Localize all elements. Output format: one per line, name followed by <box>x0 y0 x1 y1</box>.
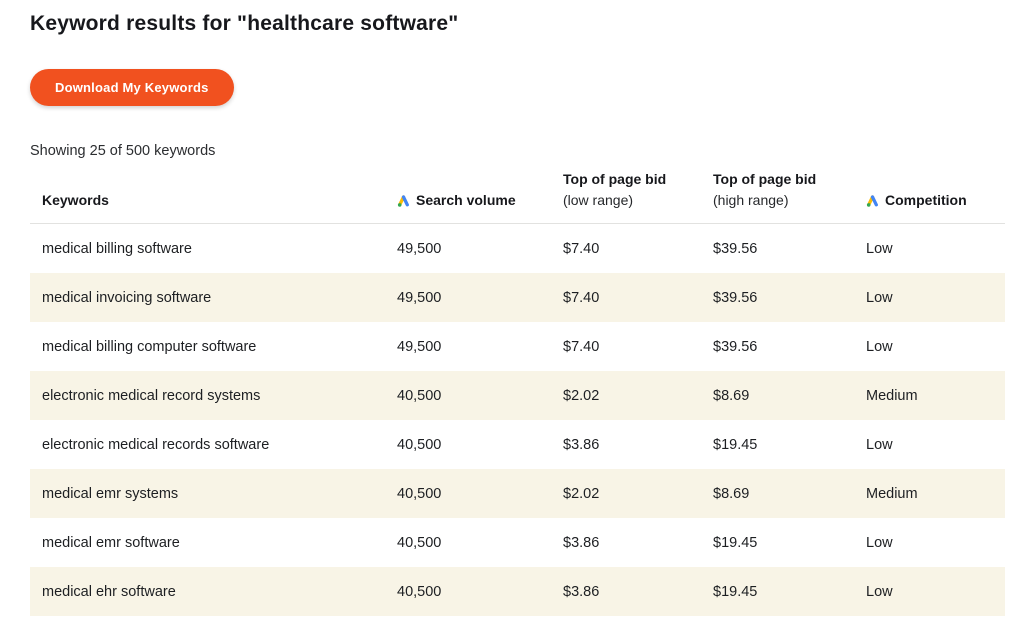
competition-cell: Low <box>866 240 893 257</box>
bid-high-cell: $8.69 <box>713 387 750 404</box>
table-row: medical invoicing software 49,500 $7.40 … <box>30 273 1005 322</box>
column-sublabel: (low range) <box>563 192 634 208</box>
keyword-cell: medical emr software <box>42 534 180 551</box>
keyword-cell: electronic medical record systems <box>42 387 261 404</box>
table-row: medical emr systems 40,500 $2.02 $8.69 M… <box>30 469 1005 518</box>
bid-low-cell: $3.86 <box>563 436 600 453</box>
bid-high-cell: $39.56 <box>713 338 758 355</box>
table-row: medical ehr software 40,500 $3.86 $19.45… <box>30 567 1005 616</box>
column-header-search-volume: Search volume <box>397 190 563 211</box>
bid-high-cell: $19.45 <box>713 534 758 551</box>
column-label: Top of page bid <box>563 171 667 187</box>
table-row: medical emr software 40,500 $3.86 $19.45… <box>30 518 1005 567</box>
competition-cell: Low <box>866 338 893 355</box>
bid-high-cell: $39.56 <box>713 289 758 306</box>
showing-count-text: Showing 25 of 500 keywords <box>30 143 216 159</box>
column-header-bid-low-range: Top of page bid (low range) <box>563 169 713 211</box>
keywords-table: Keywords Search volume Top of page bid <box>30 159 1005 616</box>
search-volume-cell: 40,500 <box>397 534 442 551</box>
search-volume-cell: 49,500 <box>397 289 442 306</box>
bid-low-cell: $7.40 <box>563 338 600 355</box>
competition-cell: Medium <box>866 387 918 404</box>
competition-cell: Low <box>866 534 893 551</box>
column-header-competition: Competition <box>866 190 1005 211</box>
keyword-cell: electronic medical records software <box>42 436 270 453</box>
google-ads-icon <box>397 194 410 207</box>
competition-cell: Medium <box>866 485 918 502</box>
bid-low-cell: $2.02 <box>563 485 600 502</box>
table-row: medical billing software 49,500 $7.40 $3… <box>30 224 1005 273</box>
search-volume-cell: 40,500 <box>397 485 442 502</box>
keyword-cell: medical ehr software <box>42 583 176 600</box>
keyword-results-page: Keyword results for "healthcare software… <box>30 12 1005 616</box>
keyword-cell: medical billing computer software <box>42 338 257 355</box>
bid-low-cell: $3.86 <box>563 534 600 551</box>
table-body: medical billing software 49,500 $7.40 $3… <box>30 224 1005 616</box>
column-sublabel: (high range) <box>713 192 789 208</box>
keyword-cell: medical invoicing software <box>42 289 212 306</box>
table-header-row: Keywords Search volume Top of page bid <box>30 159 1005 224</box>
search-volume-cell: 40,500 <box>397 436 442 453</box>
table-row: medical billing computer software 49,500… <box>30 322 1005 371</box>
table-row: electronic medical records software 40,5… <box>30 420 1005 469</box>
competition-cell: Low <box>866 583 893 600</box>
keyword-cell: medical billing software <box>42 240 192 257</box>
bid-low-cell: $7.40 <box>563 240 600 257</box>
bid-low-cell: $3.86 <box>563 583 600 600</box>
google-ads-icon <box>866 194 879 207</box>
competition-cell: Low <box>866 436 893 453</box>
column-header-keywords: Keywords <box>42 190 397 211</box>
column-header-bid-high-range: Top of page bid (high range) <box>713 169 866 211</box>
bid-high-cell: $8.69 <box>713 485 750 502</box>
column-label: Search volume <box>416 192 516 208</box>
keyword-cell: medical emr systems <box>42 485 179 502</box>
column-label: Competition <box>885 192 967 208</box>
search-volume-cell: 40,500 <box>397 387 442 404</box>
bid-low-cell: $2.02 <box>563 387 600 404</box>
competition-cell: Low <box>866 289 893 306</box>
page-title: Keyword results for "healthcare software… <box>30 12 459 35</box>
column-label: Keywords <box>42 192 109 208</box>
bid-high-cell: $39.56 <box>713 240 758 257</box>
search-volume-cell: 40,500 <box>397 583 442 600</box>
column-label: Top of page bid <box>713 171 817 187</box>
search-volume-cell: 49,500 <box>397 338 442 355</box>
bid-low-cell: $7.40 <box>563 289 600 306</box>
table-row: electronic medical record systems 40,500… <box>30 371 1005 420</box>
search-volume-cell: 49,500 <box>397 240 442 257</box>
bid-high-cell: $19.45 <box>713 436 758 453</box>
download-keywords-button[interactable]: Download My Keywords <box>30 69 234 106</box>
bid-high-cell: $19.45 <box>713 583 758 600</box>
